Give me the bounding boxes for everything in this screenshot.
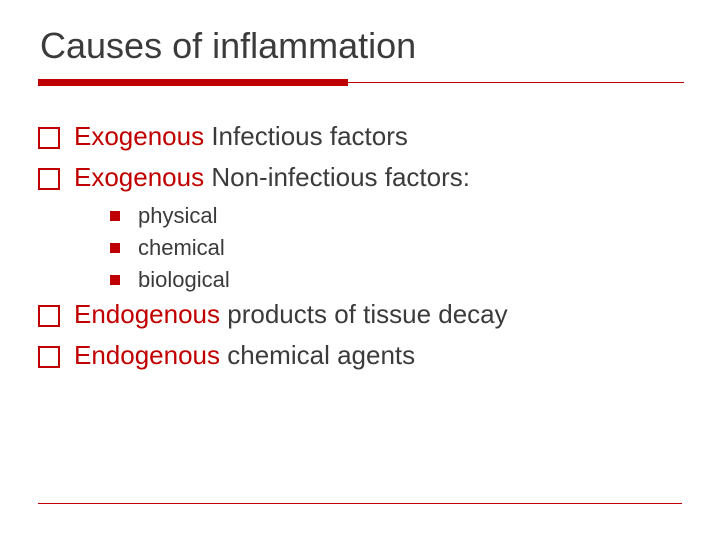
subitem-text: chemical	[138, 235, 225, 260]
highlight-text: Endogenous	[74, 340, 220, 370]
list-item: Endogenous products of tissue decay	[40, 299, 680, 330]
subitem-text: physical	[138, 203, 217, 228]
highlight-text: Exogenous	[74, 121, 204, 151]
list-item: Endogenous chemical agents	[40, 340, 680, 371]
list-subitem: physical	[40, 203, 680, 229]
slide-container: Causes of inflammation Exogenous Infecti…	[0, 0, 720, 391]
bottom-rule	[38, 503, 682, 504]
subitem-text: biological	[138, 267, 230, 292]
content-area: Exogenous Infectious factors Exogenous N…	[40, 121, 680, 371]
item-text: Non-infectious factors:	[204, 162, 470, 192]
item-text: products of tissue decay	[220, 299, 508, 329]
list-subitem: chemical	[40, 235, 680, 261]
list-item: Exogenous Non-infectious factors:	[40, 162, 680, 193]
thin-rule	[38, 82, 684, 83]
item-text: Infectious factors	[204, 121, 408, 151]
slide-title: Causes of inflammation	[40, 25, 680, 67]
title-underline	[40, 79, 680, 87]
list-item: Exogenous Infectious factors	[40, 121, 680, 152]
item-text: chemical agents	[220, 340, 415, 370]
list-subitem: biological	[40, 267, 680, 293]
highlight-text: Endogenous	[74, 299, 220, 329]
highlight-text: Exogenous	[74, 162, 204, 192]
